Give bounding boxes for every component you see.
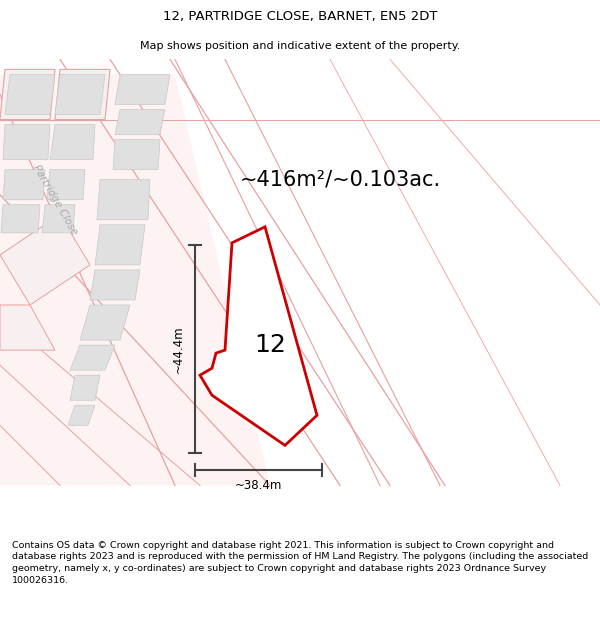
Text: Map shows position and indicative extent of the property.: Map shows position and indicative extent…: [140, 41, 460, 51]
Polygon shape: [55, 69, 110, 119]
Polygon shape: [113, 139, 160, 169]
Text: ~416m²/~0.103ac.: ~416m²/~0.103ac.: [239, 169, 440, 190]
Polygon shape: [97, 180, 150, 220]
Text: Partridge Close: Partridge Close: [31, 163, 79, 236]
Text: 12, PARTRIDGE CLOSE, BARNET, EN5 2DT: 12, PARTRIDGE CLOSE, BARNET, EN5 2DT: [163, 10, 437, 23]
Polygon shape: [55, 74, 105, 114]
Polygon shape: [115, 109, 165, 134]
Polygon shape: [5, 74, 55, 114]
Polygon shape: [95, 225, 145, 265]
Polygon shape: [70, 375, 100, 400]
Polygon shape: [200, 227, 317, 446]
Polygon shape: [3, 124, 50, 159]
Polygon shape: [0, 305, 55, 350]
Polygon shape: [80, 305, 130, 340]
Polygon shape: [115, 74, 170, 104]
Polygon shape: [42, 205, 75, 233]
Polygon shape: [0, 69, 55, 119]
Polygon shape: [70, 345, 115, 370]
Text: 12: 12: [254, 333, 286, 357]
Text: ~44.4m: ~44.4m: [172, 326, 185, 373]
Polygon shape: [68, 405, 95, 426]
Polygon shape: [1, 205, 40, 233]
Polygon shape: [47, 169, 85, 200]
Polygon shape: [0, 74, 270, 486]
Polygon shape: [90, 270, 140, 300]
Polygon shape: [0, 215, 90, 305]
Polygon shape: [3, 169, 45, 200]
Text: ~38.4m: ~38.4m: [235, 479, 282, 492]
Polygon shape: [50, 124, 95, 159]
Text: Contains OS data © Crown copyright and database right 2021. This information is : Contains OS data © Crown copyright and d…: [12, 541, 588, 585]
